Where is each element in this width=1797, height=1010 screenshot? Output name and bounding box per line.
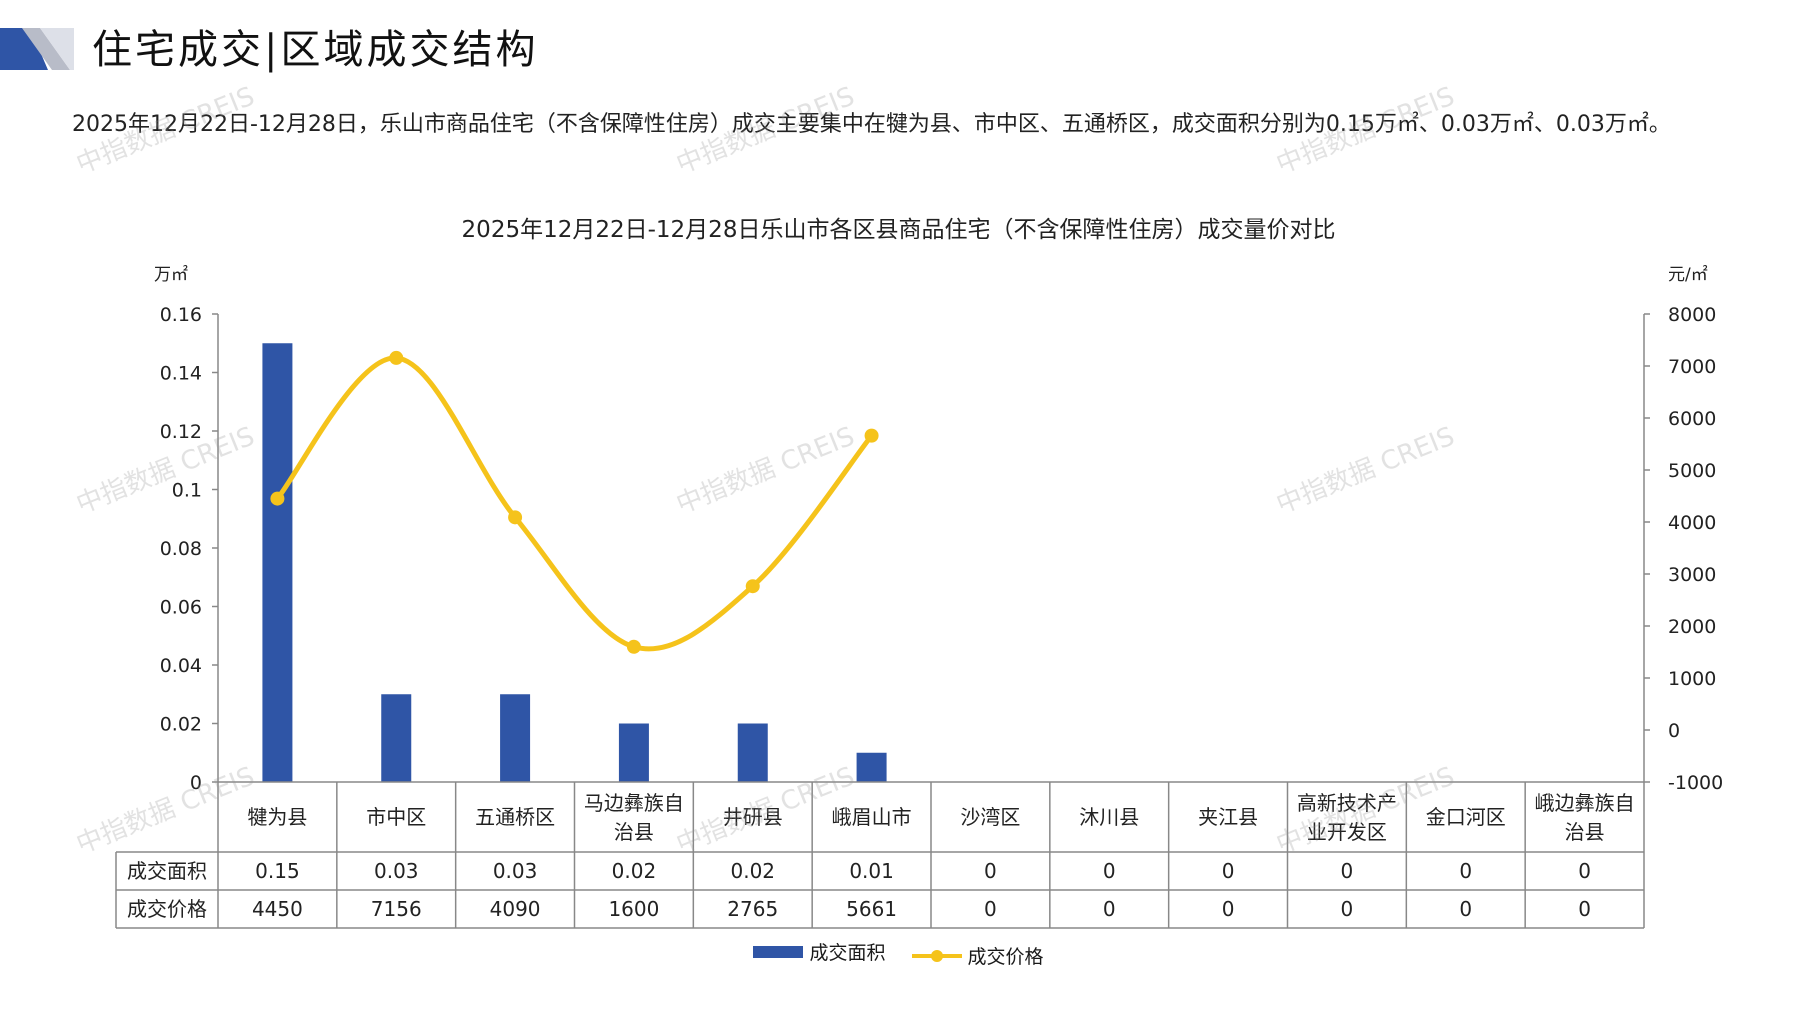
bar-area-4: [737, 723, 768, 782]
table-cell-area: 0.01: [849, 859, 894, 883]
table-cell-area: 0.15: [255, 859, 300, 883]
table-cell-area: 0: [1578, 859, 1591, 883]
legend-swatch-line: [911, 949, 962, 962]
table-row-header-price: 成交价格: [127, 897, 207, 921]
left-axis-tick-label: 0.08: [160, 538, 202, 560]
left-axis-tick-label: 0.1: [172, 480, 202, 502]
category-label: 市中区: [366, 805, 426, 829]
category-label: 业开发区: [1307, 820, 1387, 844]
table-cell-area: 0.03: [493, 859, 538, 883]
legend: 成交面积 成交价格: [0, 938, 1797, 969]
table-cell-area: 0: [984, 859, 997, 883]
right-axis-tick-label: 7000: [1668, 356, 1716, 378]
right-axis-tick-label: 2000: [1668, 616, 1716, 638]
right-axis-tick-label: -1000: [1668, 772, 1723, 794]
table-cell-price: 2765: [727, 897, 778, 921]
left-axis-tick-label: 0.02: [160, 714, 202, 736]
table-row-header-area: 成交面积: [127, 859, 207, 883]
bar-area-3: [618, 723, 649, 782]
price-point-3: [626, 639, 641, 654]
table-cell-area: 0: [1341, 859, 1354, 883]
left-axis-tick-label: 0.12: [160, 421, 202, 443]
price-line: [275, 355, 874, 652]
left-axis-tick-label: 0.14: [160, 363, 202, 385]
category-label: 治县: [1565, 820, 1605, 844]
price-point-4: [745, 579, 760, 594]
logo-mark: [0, 28, 74, 70]
category-label: 治县: [614, 820, 654, 844]
bar-area-1: [381, 694, 412, 782]
table-cell-area: 0: [1103, 859, 1116, 883]
right-axis-tick-label: 3000: [1668, 564, 1716, 586]
right-axis-tick-label: 6000: [1668, 408, 1716, 430]
legend-label-area: 成交面积: [809, 942, 886, 964]
category-label: 高新技术产: [1297, 791, 1397, 815]
right-axis-tick-label: 0: [1668, 720, 1680, 742]
left-axis-tick-label: 0.04: [160, 655, 202, 677]
table-cell-area: 0: [1222, 859, 1235, 883]
table-cell-price: 1600: [608, 897, 659, 921]
page-title: 住宅成交|区域成交结构: [92, 27, 539, 73]
price-point-1: [389, 350, 404, 365]
bar-area-0: [262, 343, 293, 782]
legend-swatch-bar: [753, 945, 804, 958]
category-label: 沐川县: [1079, 805, 1139, 829]
right-axis-tick-label: 1000: [1668, 668, 1716, 690]
category-label: 井研县: [723, 805, 783, 829]
price-point-0: [270, 491, 285, 506]
right-axis-tick-label: 5000: [1668, 460, 1716, 482]
category-label: 马边彝族自: [584, 791, 684, 815]
table-cell-price: 4090: [490, 897, 541, 921]
category-label: 犍为县: [247, 805, 307, 829]
table-cell-price: 0: [984, 897, 997, 921]
legend-item-area: 成交面积: [753, 938, 885, 965]
bar-area-2: [500, 694, 531, 782]
category-label: 夹江县: [1198, 805, 1258, 829]
table-cell-price: 5661: [846, 897, 897, 921]
table-cell-price: 0: [1578, 897, 1591, 921]
category-label: 金口河区: [1426, 805, 1506, 829]
logo-gray-shape: [22, 28, 70, 70]
price-point-5: [864, 428, 879, 443]
table-cell-price: 7156: [371, 897, 422, 921]
table-cell-price: 0: [1222, 897, 1235, 921]
logo-blue-shape: [0, 28, 48, 70]
left-axis-unit: 万㎡: [154, 265, 188, 285]
table-cell-area: 0.02: [612, 859, 657, 883]
table-cell-price: 4450: [252, 897, 303, 921]
left-axis-tick-label: 0.16: [160, 304, 202, 326]
chart-title: 2025年12月22日-12月28日乐山市各区县商品住宅（不含保障性住房）成交量…: [461, 217, 1336, 243]
table-cell-price: 0: [1103, 897, 1116, 921]
category-label: 峨边彝族自: [1535, 791, 1635, 815]
bar-area-5: [856, 752, 887, 782]
category-label: 沙湾区: [960, 805, 1020, 829]
table-cell-area: 0.02: [730, 859, 775, 883]
price-point-2: [508, 510, 523, 525]
logo-light-shape: [40, 28, 74, 70]
legend-item-price: 成交价格: [911, 942, 1044, 969]
left-axis-tick-label: 0.06: [160, 597, 202, 619]
table-cell-price: 0: [1459, 897, 1472, 921]
category-label: 五通桥区: [475, 805, 555, 829]
table-cell-area: 0.03: [374, 859, 419, 883]
right-axis-tick-label: 8000: [1668, 304, 1716, 326]
right-axis-unit: 元/㎡: [1668, 265, 1708, 285]
table-cell-area: 0: [1459, 859, 1472, 883]
table-cell-price: 0: [1341, 897, 1354, 921]
category-label: 峨眉山市: [832, 805, 912, 829]
legend-label-price: 成交价格: [967, 946, 1044, 968]
right-axis-tick-label: 4000: [1668, 512, 1716, 534]
summary-text: 2025年12月22日-12月28日，乐山市商品住宅（不含保障性住房）成交主要集…: [72, 112, 1671, 137]
page-header: 住宅成交|区域成交结构: [0, 22, 1797, 78]
left-axis-tick-label: 0: [190, 772, 202, 794]
